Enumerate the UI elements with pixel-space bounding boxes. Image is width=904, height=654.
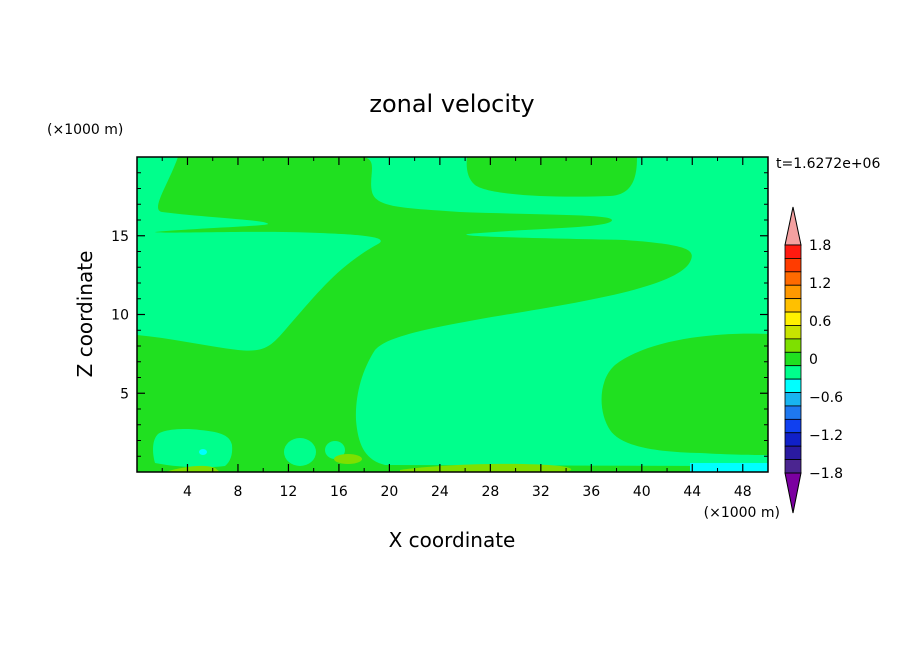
x-tick-label: 40 (633, 484, 651, 500)
colorbar-box (784, 298, 802, 313)
y-tick-label: 10 (111, 308, 129, 324)
colorbar-box (784, 392, 802, 407)
y-axis-ticks: 5 10 15 (111, 172, 768, 457)
colorbar-box (784, 459, 802, 474)
velocity-field (137, 157, 768, 472)
colorbar-box (784, 284, 802, 300)
colorbar-box (784, 338, 802, 353)
contour-region-top-right (466, 157, 637, 197)
y-tick-label: 5 (120, 386, 129, 402)
chart-title: zonal velocity (369, 90, 534, 118)
x-tick-label: 4 (183, 484, 192, 500)
x-tick-label: 28 (481, 484, 499, 500)
contour-region-yellow-green-b (400, 463, 572, 472)
x-tick-label: 24 (431, 484, 449, 500)
x-tick-label: 32 (532, 484, 550, 500)
y-axis-label: Z coordinate (73, 251, 97, 378)
colorbar-box (784, 271, 802, 286)
contour-region-yellow-green-a (334, 454, 362, 464)
colorbar-tick-label: −1.2 (809, 428, 843, 444)
x-axis-ticks: 4 8 12 16 20 24 28 32 36 40 44 48 (161, 157, 752, 500)
colorbar-box (784, 351, 802, 367)
colorbar-box (784, 325, 802, 340)
contour-region-pocket-b (325, 441, 345, 459)
contour-region-cyan-speck (199, 449, 207, 455)
colorbar-box (784, 405, 802, 420)
y-tick-label: 15 (111, 229, 129, 245)
contour-region-cyan-strip (690, 463, 768, 472)
x-tick-label: 36 (582, 484, 600, 500)
x-tick-label: 16 (330, 484, 348, 500)
contour-region-right (601, 333, 768, 455)
colorbar-tick-label: 0 (809, 352, 818, 368)
colorbar-box (784, 418, 802, 434)
colorbar-box (784, 445, 802, 460)
x-tick-label: 12 (280, 484, 298, 500)
colorbar-upper-arrow (784, 206, 802, 246)
contour-region-yellow-green-c (165, 465, 220, 472)
colorbar-box (784, 378, 802, 393)
y-unit-label: (×1000 m) (47, 122, 123, 138)
x-tick-label: 8 (233, 484, 242, 500)
colorbar-tick-label: 1.8 (809, 238, 831, 254)
colorbar-tick-label: −1.8 (809, 466, 843, 482)
colorbar-lower-arrow (784, 472, 802, 514)
colorbar-box (784, 311, 802, 326)
contour-region-main (137, 157, 720, 472)
x-tick-label: 20 (380, 484, 398, 500)
colorbar-box (784, 258, 802, 273)
time-label: t=1.6272e+06 (776, 156, 880, 172)
x-axis-label: X coordinate (389, 528, 516, 552)
colorbar-tick-label: −0.6 (809, 390, 843, 406)
x-tick-label: 48 (734, 484, 752, 500)
contour-region-lower-left-pocket (153, 429, 233, 468)
contour-region-pocket-a (284, 438, 316, 466)
colorbar-box (784, 432, 802, 447)
colorbar-box (784, 365, 802, 380)
colorbar-tick-label: 0.6 (809, 314, 831, 330)
colorbar-tick-label: 1.2 (809, 276, 831, 292)
x-tick-label: 44 (683, 484, 701, 500)
colorbar: 1.8 1.2 0.6 0 −0.6 −1.2 −1.8 (784, 206, 843, 514)
colorbar-box (784, 244, 802, 259)
x-unit-label: (×1000 m) (704, 505, 780, 521)
